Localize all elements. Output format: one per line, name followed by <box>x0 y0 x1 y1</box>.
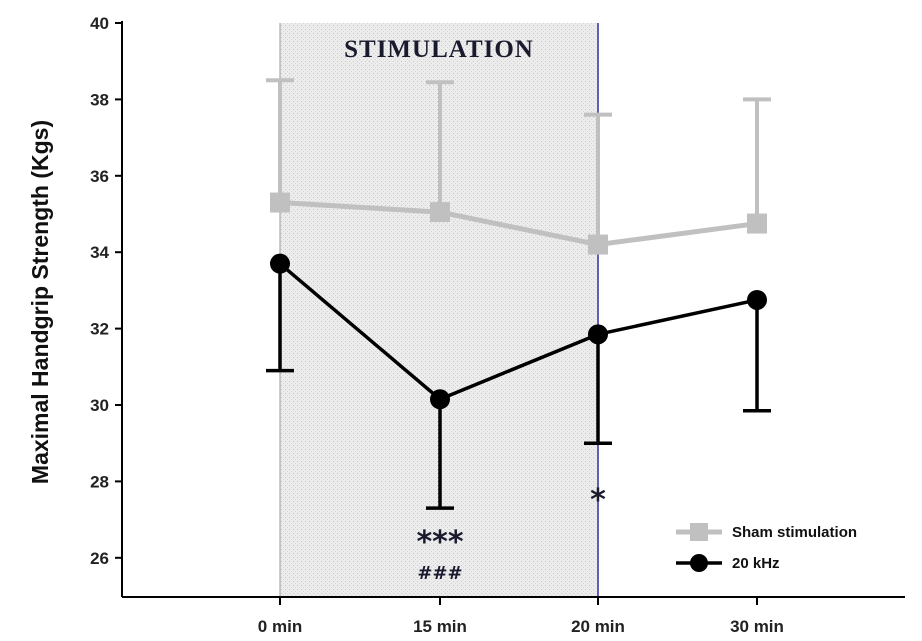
y-tick-label: 34 <box>90 243 109 262</box>
data-point <box>747 213 767 234</box>
y-tick-label: 28 <box>90 472 109 491</box>
data-point <box>270 192 290 213</box>
data-point <box>270 253 290 274</box>
y-tick-label: 32 <box>90 320 109 339</box>
x-tick-label: 15 min <box>413 617 467 636</box>
legend-swatch-marker <box>690 554 708 572</box>
data-point <box>430 389 450 410</box>
legend-label: 20 kHz <box>732 555 780 572</box>
data-point <box>588 324 608 345</box>
series-line <box>278 262 758 402</box>
stimulation-label: STIMULATION <box>344 36 534 63</box>
data-point <box>588 234 608 255</box>
series-line <box>279 200 758 248</box>
legend-item: Sham stimulation <box>676 523 857 541</box>
y-axis-label: Maximal Handgrip Strength (Kgs) <box>27 120 53 484</box>
data-point <box>747 289 767 310</box>
data-point <box>430 202 450 223</box>
y-tick-label: 38 <box>90 90 109 109</box>
x-tick-label: 0 min <box>258 617 302 636</box>
y-tick-label: 26 <box>90 549 109 568</box>
x-tick-label: 20 min <box>571 617 625 636</box>
legend-swatch-marker <box>690 523 708 541</box>
series-20khz <box>266 253 771 510</box>
legend-item: 20 kHz <box>676 554 780 572</box>
series-sham <box>266 78 771 255</box>
y-tick-label: 30 <box>90 396 109 415</box>
significance-stars: *** <box>416 525 463 560</box>
y-tick-label: 36 <box>90 167 109 186</box>
significance-hashes: ### <box>417 563 462 584</box>
legend-label: Sham stimulation <box>732 524 857 541</box>
x-tick-label: 30 min <box>730 617 784 636</box>
y-tick-label: 40 <box>90 14 109 33</box>
significance-stars: * <box>590 483 606 518</box>
